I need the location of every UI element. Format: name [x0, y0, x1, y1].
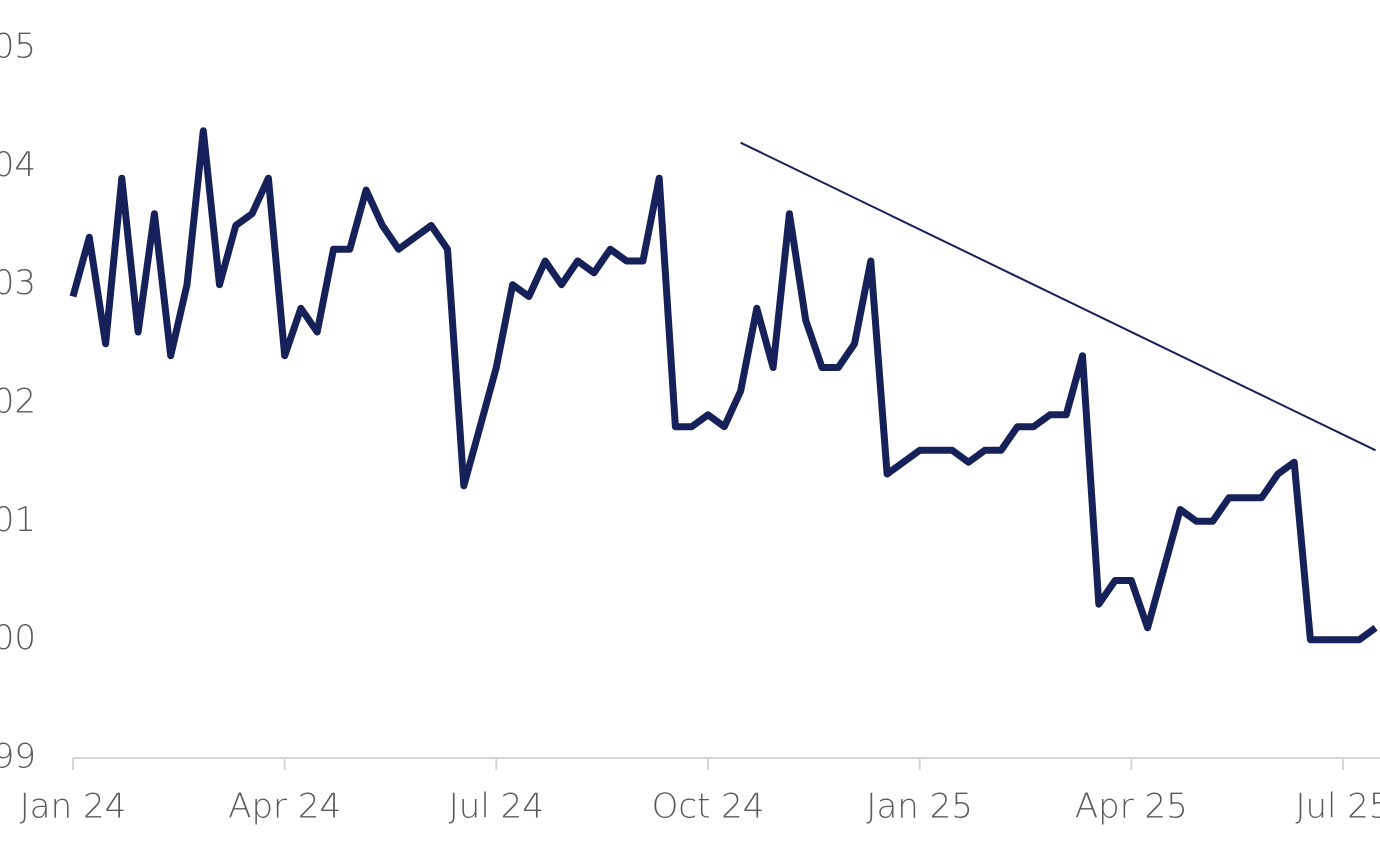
y-tick-label: 101: [0, 500, 36, 540]
y-tick-label: 103: [0, 263, 36, 303]
x-tick-label: Jan 24: [20, 787, 126, 827]
x-tick-label: Apr 24: [228, 787, 341, 827]
x-tick-label: Apr 25: [1075, 787, 1188, 827]
y-tick-label: 105: [0, 27, 36, 67]
x-tick-label: Jul 25: [1295, 787, 1380, 827]
data-line: [69, 127, 1378, 644]
x-tick-label: Oct 24: [652, 787, 765, 827]
y-tick-label: 99: [0, 737, 36, 777]
x-tick-label: Jan 25: [866, 787, 972, 827]
x-tick-label: Jul 24: [449, 787, 544, 827]
trend-line: [740, 141, 1377, 452]
y-tick-label: 100: [0, 618, 36, 658]
y-tick-label: 102: [0, 382, 36, 422]
y-tick-label: 104: [0, 145, 36, 185]
